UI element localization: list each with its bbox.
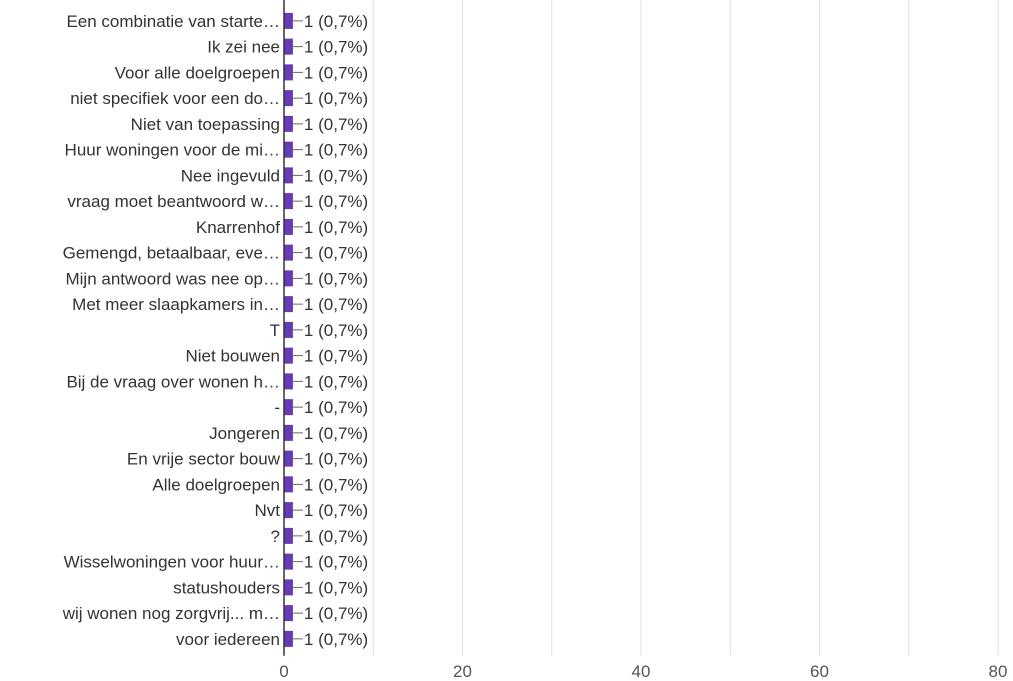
bar (284, 167, 293, 184)
bar (284, 373, 293, 390)
data-label: 1 (0,7%) (304, 295, 368, 314)
x-tick-label: 0 (279, 662, 288, 681)
bar (284, 502, 293, 519)
category-label: statushouders (173, 578, 280, 597)
data-label: 1 (0,7%) (304, 578, 368, 597)
data-label: 1 (0,7%) (304, 347, 368, 366)
data-label: 1 (0,7%) (304, 115, 368, 134)
category-label: ? (271, 527, 280, 546)
category-label: niet specifiek voor een do… (70, 89, 280, 108)
category-label: wij wonen nog zorgvrij... m… (62, 604, 280, 623)
bar (284, 115, 293, 132)
bar (284, 270, 293, 287)
data-label: 1 (0,7%) (304, 192, 368, 211)
category-label: voor iedereen (176, 630, 280, 649)
bar (284, 347, 293, 364)
x-tick-label: 60 (810, 662, 829, 681)
category-label: Een combinatie van starte… (66, 12, 280, 31)
bar (284, 38, 293, 55)
bar (284, 553, 293, 570)
bar (284, 630, 293, 647)
category-label: Bij de vraag over wonen h… (66, 372, 280, 391)
bar (284, 527, 293, 544)
data-label: 1 (0,7%) (304, 527, 368, 546)
bar (284, 399, 293, 416)
category-label: Jongeren (209, 424, 280, 443)
category-label: Nvt (255, 501, 281, 520)
data-label: 1 (0,7%) (304, 218, 368, 237)
category-label: Huur woningen voor de mi… (65, 141, 280, 160)
bar (284, 90, 293, 107)
category-label: Voor alle doelgroepen (115, 63, 280, 82)
category-label: Gemengd, betaalbaar, eve… (63, 244, 280, 263)
data-label: 1 (0,7%) (304, 166, 368, 185)
bar (284, 579, 293, 596)
bar (284, 450, 293, 467)
bar (284, 193, 293, 210)
category-label: Met meer slaapkamers in… (72, 295, 280, 314)
data-label: 1 (0,7%) (304, 501, 368, 520)
category-label: Knarrenhof (196, 218, 280, 237)
data-label: 1 (0,7%) (304, 141, 368, 160)
x-tick-label: 20 (453, 662, 472, 681)
bar (284, 12, 293, 29)
data-label: 1 (0,7%) (304, 372, 368, 391)
data-label: 1 (0,7%) (304, 630, 368, 649)
data-label: 1 (0,7%) (304, 63, 368, 82)
bar (284, 64, 293, 81)
category-label: Alle doelgroepen (152, 475, 280, 494)
bar (284, 605, 293, 622)
bar (284, 296, 293, 313)
category-label: Niet van toepassing (131, 115, 280, 134)
category-label: Ik zei nee (207, 38, 280, 57)
category-label: En vrije sector bouw (127, 450, 281, 469)
bar (284, 321, 293, 338)
data-label: 1 (0,7%) (304, 450, 368, 469)
bar (284, 424, 293, 441)
category-label: Nee ingevuld (181, 166, 280, 185)
data-label: 1 (0,7%) (304, 12, 368, 31)
data-label: 1 (0,7%) (304, 604, 368, 623)
data-label: 1 (0,7%) (304, 424, 368, 443)
category-label: T (270, 321, 280, 340)
bar (284, 218, 293, 235)
category-label: Niet bouwen (185, 347, 280, 366)
data-label: 1 (0,7%) (304, 475, 368, 494)
data-label: 1 (0,7%) (304, 38, 368, 57)
data-label: 1 (0,7%) (304, 269, 368, 288)
x-tick-label: 40 (632, 662, 651, 681)
category-label: - (274, 398, 280, 417)
data-label: 1 (0,7%) (304, 244, 368, 263)
category-label: Mijn antwoord was nee op… (65, 269, 280, 288)
data-label: 1 (0,7%) (304, 89, 368, 108)
bar (284, 476, 293, 493)
data-label: 1 (0,7%) (304, 321, 368, 340)
category-label: Wisselwoningen voor huur… (64, 553, 280, 572)
data-label: 1 (0,7%) (304, 398, 368, 417)
bar (284, 141, 293, 158)
x-tick-label: 80 (989, 662, 1008, 681)
category-label: vraag moet beantwoord w… (67, 192, 280, 211)
data-label: 1 (0,7%) (304, 553, 368, 572)
bar (284, 244, 293, 261)
